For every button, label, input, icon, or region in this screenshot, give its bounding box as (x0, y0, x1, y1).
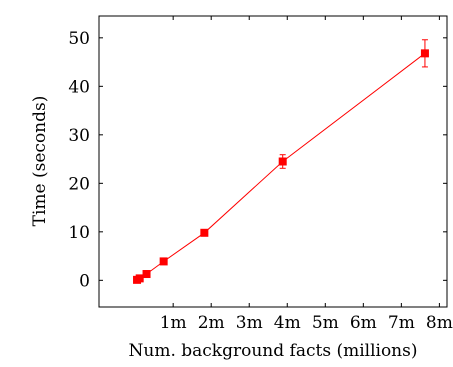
y-tick-label: 0 (79, 271, 90, 291)
x-axis: 1m 2m 3m 4m 5m 6m 7m 8m (160, 16, 453, 333)
data-point (135, 274, 144, 283)
x-tick-label: 5m (312, 313, 339, 333)
y-tick-label: 20 (68, 174, 90, 194)
x-tick-label: 7m (388, 313, 415, 333)
y-tick-label: 30 (68, 126, 90, 146)
y-axis-title: Time (seconds) (30, 96, 50, 227)
data-point (420, 49, 429, 58)
plot-frame (98, 15, 448, 308)
data-point (159, 257, 168, 266)
data-point (278, 157, 287, 166)
data-point (200, 228, 209, 237)
y-axis: 0 10 20 30 40 50 (68, 29, 447, 291)
y-tick-label: 10 (68, 223, 90, 243)
x-tick-label: 8m (426, 313, 453, 333)
series-layer (133, 39, 429, 284)
y-tick-label: 50 (68, 29, 90, 49)
x-axis-title: Num. background facts (millions) (129, 341, 418, 361)
x-tick-label: 1m (160, 313, 187, 333)
x-tick-label: 6m (350, 313, 377, 333)
x-tick-label: 2m (198, 313, 225, 333)
y-tick-label: 40 (68, 77, 90, 97)
x-tick-label: 4m (274, 313, 301, 333)
x-tick-label: 3m (236, 313, 263, 333)
series-line (136, 52, 426, 281)
data-point (142, 270, 151, 279)
